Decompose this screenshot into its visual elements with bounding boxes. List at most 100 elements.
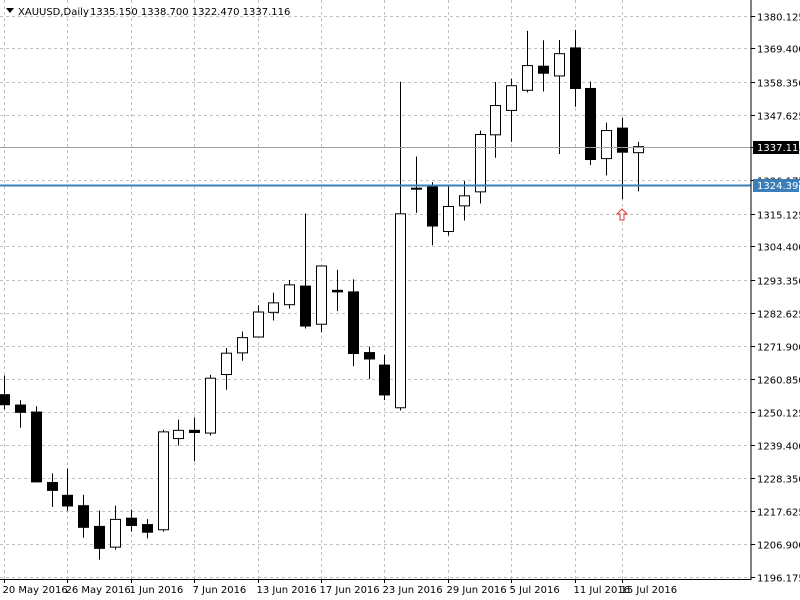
- price-tick-label: 1239.400: [757, 442, 800, 453]
- current-price-label: 1337.116: [757, 143, 800, 154]
- candle-body: [570, 47, 581, 89]
- date-tick-label: 11 Jul 2016: [574, 585, 631, 596]
- candle-body: [554, 53, 565, 77]
- dropdown-triangle-icon[interactable]: [6, 8, 14, 13]
- bear-candle: [364, 346, 375, 380]
- bear-candle: [142, 519, 153, 539]
- candle-body: [94, 525, 105, 549]
- candle-body: [31, 411, 42, 483]
- price-tick-label: 1260.850: [757, 376, 800, 387]
- hline-price-tag: [753, 179, 799, 192]
- price-tick-label: 1217.625: [757, 508, 800, 519]
- candle-body: [78, 505, 89, 528]
- candle-body: [538, 65, 549, 74]
- price-tick-label: 1347.625: [757, 112, 800, 123]
- candle-body: [47, 481, 58, 491]
- candle-body: [205, 377, 216, 434]
- date-tick-label: 5 Jul 2016: [510, 585, 560, 596]
- buy-arrow-icon[interactable]: [615, 208, 629, 221]
- hline-price-label: 1324.391: [757, 181, 800, 192]
- bear-candle: [15, 400, 26, 428]
- candle-body: [601, 130, 612, 160]
- bull-candle: [522, 30, 533, 93]
- bull-candle: [506, 78, 517, 142]
- candle-body: [379, 364, 390, 396]
- candle-body: [411, 187, 422, 190]
- bull-candle: [173, 419, 184, 446]
- price-tick-label: 1228.350: [757, 475, 800, 486]
- candle-body: [62, 494, 73, 507]
- candle-body: [221, 352, 232, 376]
- candle-body: [158, 431, 169, 531]
- bull-candle: [205, 374, 216, 436]
- bear-candle: [78, 494, 89, 538]
- candle-body: [189, 429, 200, 433]
- candle-body: [142, 524, 153, 533]
- bear-candle: [348, 279, 359, 367]
- bull-candle: [554, 39, 565, 155]
- bear-candle: [379, 354, 390, 401]
- bear-candle: [538, 40, 549, 92]
- price-tick-label: 1250.125: [757, 409, 800, 420]
- price-tick-label: 1293.350: [757, 277, 800, 288]
- bear-candle: [47, 473, 58, 507]
- bull-candle: [110, 505, 121, 550]
- candle-body: [15, 404, 26, 413]
- bear-candle: [126, 509, 137, 532]
- candle-body: [237, 337, 248, 354]
- bull-candle: [633, 141, 644, 192]
- chart-header: XAUUSD,Daily 1335.150 1338.700 1322.470 …: [6, 7, 290, 18]
- bear-candle: [570, 29, 581, 107]
- date-tick-label: 23 Jun 2016: [383, 585, 443, 596]
- date-tick-label: 1 Jun 2016: [130, 585, 184, 596]
- candle-body: [253, 311, 264, 338]
- candle-body: [633, 146, 644, 154]
- bull-candle: [443, 184, 454, 236]
- bull-candle: [395, 81, 406, 411]
- bear-candle: [94, 510, 105, 560]
- date-tick-label: 20 May 2016: [3, 585, 68, 596]
- bull-candle: [158, 429, 169, 532]
- candle-body: [475, 134, 486, 193]
- candles: [0, 29, 644, 560]
- candle-body: [300, 285, 311, 327]
- date-tick-label: 26 May 2016: [66, 585, 131, 596]
- price-tick-label: 1380.125: [757, 13, 800, 24]
- bull-candle: [237, 331, 248, 361]
- price-tick-label: 1196.175: [757, 574, 800, 585]
- candle-body: [490, 105, 501, 136]
- candle-body: [268, 302, 279, 313]
- candle-body: [395, 213, 406, 409]
- price-tags: 1337.116 1324.391: [753, 141, 800, 192]
- date-tick-label: 29 Jun 2016: [447, 585, 507, 596]
- bull-candle: [316, 265, 327, 333]
- price-tick-label: 1271.900: [757, 343, 800, 354]
- candle-body: [0, 394, 10, 406]
- candle-body: [284, 284, 295, 306]
- bull-candle: [490, 82, 501, 158]
- candle-body: [110, 518, 121, 548]
- candle-body: [173, 429, 184, 440]
- date-tick-label: 7 Jun 2016: [193, 585, 247, 596]
- candle-body: [126, 517, 137, 526]
- candle-body: [617, 127, 628, 153]
- bull-candle: [475, 130, 486, 204]
- bear-candle: [0, 375, 10, 410]
- bull-candle: [253, 305, 264, 338]
- price-tick-label: 1282.625: [757, 310, 800, 321]
- candle-body: [348, 291, 359, 354]
- date-tick-label: 15 Jul 2016: [621, 585, 678, 596]
- bear-candle: [585, 81, 596, 166]
- price-lines: [0, 147, 751, 221]
- bear-candle: [332, 269, 343, 312]
- date-tick-label: 17 Jun 2016: [320, 585, 380, 596]
- bull-candle: [284, 279, 295, 309]
- price-tick-label: 1358.350: [757, 79, 800, 90]
- axis-labels: 1380.1251369.4001358.3501347.6251336.900…: [3, 13, 800, 597]
- symbol-timeframe: XAUUSD,Daily: [18, 7, 89, 18]
- date-tick-label: 13 Jun 2016: [257, 585, 317, 596]
- bull-candle: [268, 292, 279, 321]
- candle-body: [427, 185, 438, 227]
